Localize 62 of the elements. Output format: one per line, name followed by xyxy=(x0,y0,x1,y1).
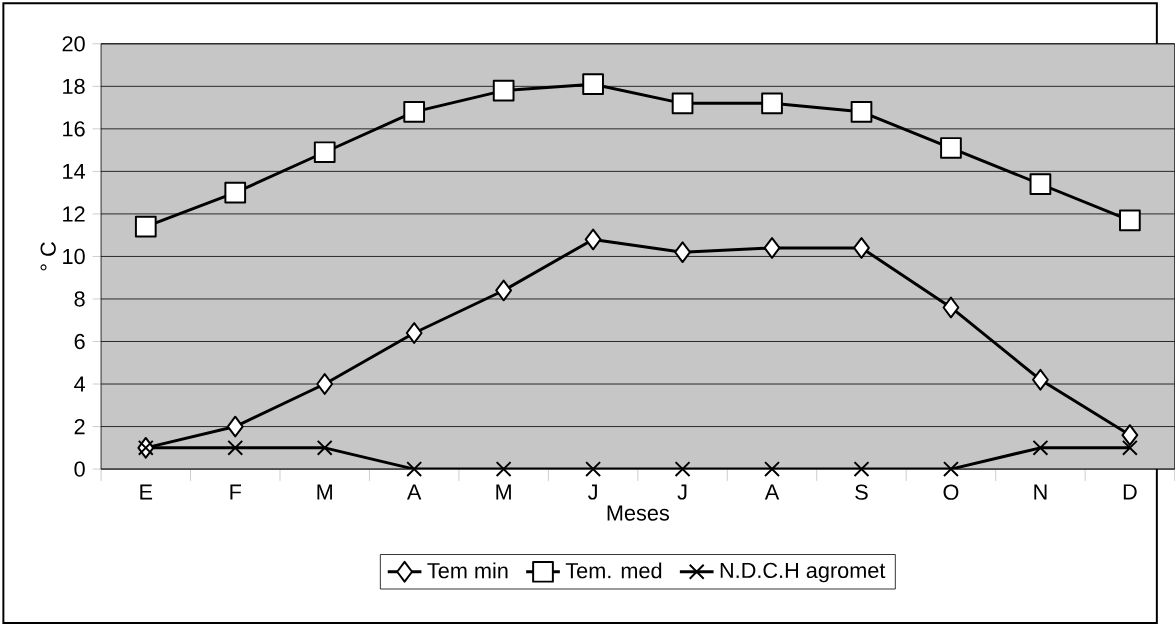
x-tick-label: O xyxy=(943,484,959,500)
point xyxy=(585,460,602,477)
point xyxy=(674,241,691,263)
point xyxy=(313,141,336,163)
point xyxy=(582,73,604,95)
x-tick-label: J xyxy=(677,484,687,500)
legend-label: N.D.C.H agromet xyxy=(720,562,886,583)
point xyxy=(224,181,247,204)
x-tick-label: F xyxy=(230,484,241,500)
point xyxy=(671,92,694,115)
x-tick-label: N xyxy=(1034,484,1047,500)
point xyxy=(226,415,244,438)
point xyxy=(761,92,783,115)
point xyxy=(764,460,780,477)
point xyxy=(1119,209,1141,231)
x-axis-title: Meses xyxy=(607,505,669,521)
point xyxy=(134,215,157,238)
legend-label: Tem. med xyxy=(565,562,662,579)
y-tick-label: 20 xyxy=(62,35,85,52)
x-tick-label: E xyxy=(140,484,153,500)
x-tick-label: M xyxy=(496,484,511,500)
point xyxy=(403,100,426,123)
point xyxy=(405,321,423,344)
point xyxy=(763,236,781,259)
x-tick-label: J xyxy=(588,484,597,500)
y-tick-label: 14 xyxy=(63,163,86,179)
point xyxy=(853,460,870,477)
y-tick-label: 16 xyxy=(63,121,85,137)
point xyxy=(1029,173,1052,195)
point xyxy=(1032,439,1049,456)
y-tick-label: 6 xyxy=(74,333,85,350)
point xyxy=(495,460,512,477)
x-tick-label: A xyxy=(764,484,780,500)
x-tick-label: D xyxy=(1123,484,1137,500)
point xyxy=(492,79,515,102)
point xyxy=(850,100,873,123)
point xyxy=(1032,368,1049,391)
x-tick-label: S xyxy=(855,484,868,500)
y-tick-label: 0 xyxy=(74,461,85,477)
point xyxy=(942,460,959,477)
point xyxy=(942,296,960,319)
y-tick-label: 8 xyxy=(74,291,85,307)
y-tick-label: 18 xyxy=(63,78,85,94)
point xyxy=(584,228,602,251)
y-axis-title: ° C xyxy=(40,241,56,271)
y-tick-label: 2 xyxy=(74,418,85,434)
point xyxy=(674,460,691,477)
point xyxy=(316,372,334,395)
point xyxy=(940,136,962,159)
point xyxy=(1121,424,1139,446)
x-tick-label: M xyxy=(317,484,332,500)
y-tick-label: 12 xyxy=(63,206,85,222)
point xyxy=(1121,439,1138,456)
point xyxy=(316,439,333,456)
y-tick-label: 10 xyxy=(63,248,85,264)
point xyxy=(227,439,244,456)
x-tick-label: A xyxy=(406,484,422,500)
point xyxy=(406,460,423,477)
point xyxy=(853,236,870,259)
point xyxy=(495,279,513,302)
y-tick-label: 4 xyxy=(74,376,86,392)
legend-label: Tem min xyxy=(427,562,508,579)
